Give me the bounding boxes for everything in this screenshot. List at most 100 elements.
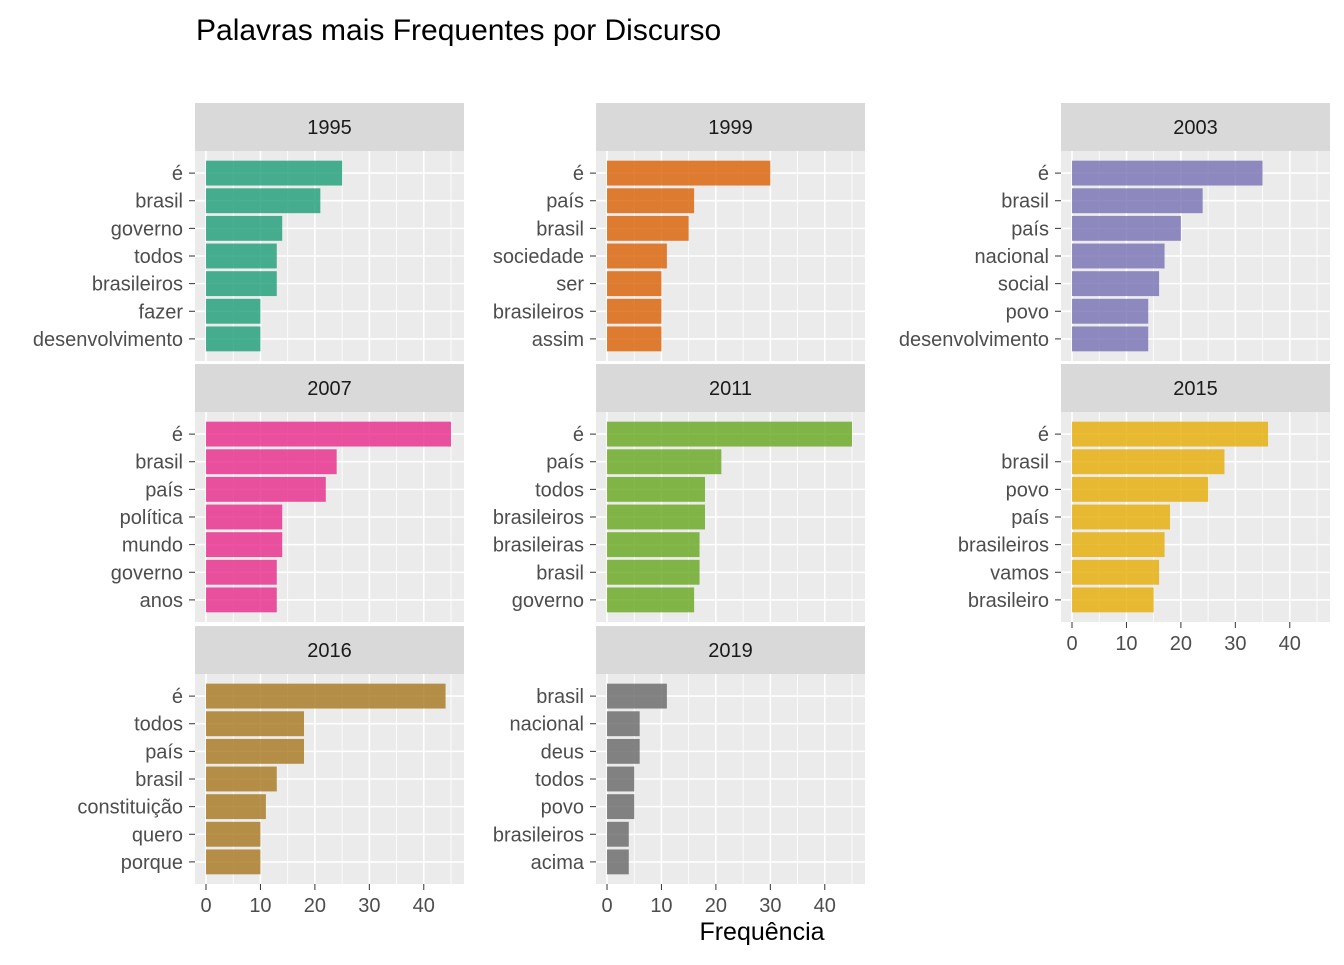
panel-2003: 2003 é brasil país nacional social povo desenvo… — [899, 103, 1330, 361]
category-label: acima — [531, 852, 585, 874]
bar-2015-povo — [1072, 476, 1209, 502]
category-label: brasileiros — [958, 535, 1049, 557]
category-label: fazer — [139, 301, 184, 323]
category-label: todos — [535, 479, 584, 501]
panel-1995: 1995 é brasil governo todos brasileiros fazer d… — [33, 103, 464, 361]
bar-1999-ser — [607, 271, 662, 297]
bar-2007-política — [206, 504, 283, 530]
bar-2003-brasil — [1072, 188, 1203, 214]
panel-2015: 2015 é brasil povo país brasileiros vamos brasi… — [958, 364, 1330, 655]
panel-strip — [596, 364, 865, 412]
panel-2007: 2007 é brasil país política mundo governo anos — [111, 364, 464, 622]
x-tick-label: 40 — [413, 895, 435, 917]
category-label: ser — [556, 274, 584, 296]
category-label: é — [172, 686, 183, 708]
bar-2016-quero — [206, 821, 261, 847]
bar-2011-é — [607, 421, 852, 447]
category-label: é — [172, 163, 183, 185]
category-label: povo — [541, 797, 584, 819]
bar-2015-vamos — [1072, 559, 1160, 585]
bar-2016-país — [206, 738, 304, 764]
category-label: governo — [111, 218, 183, 240]
category-label: país — [546, 452, 584, 474]
category-label: quero — [132, 824, 183, 846]
category-label: desenvolvimento — [33, 329, 183, 351]
category-label: brasil — [135, 191, 183, 213]
category-label: anos — [140, 590, 183, 612]
x-tick-label: 20 — [304, 895, 326, 917]
category-label: brasil — [1001, 191, 1049, 213]
bar-2003-nacional — [1072, 243, 1165, 269]
bar-2015-país — [1072, 504, 1170, 530]
bar-2011-todos — [607, 476, 705, 502]
bar-2015-brasil — [1072, 449, 1225, 475]
category-label: governo — [111, 562, 183, 584]
panel-strip — [1061, 364, 1330, 412]
bar-2019-brasil — [607, 683, 667, 709]
bar-2019-brasileiros — [607, 821, 629, 847]
bar-1999-assim — [607, 326, 662, 352]
bar-2019-deus — [607, 738, 640, 764]
bar-2016-é — [206, 683, 446, 709]
category-label: governo — [512, 590, 584, 612]
bar-2019-nacional — [607, 711, 640, 737]
category-label: constituição — [77, 797, 183, 819]
bar-2015-brasileiros — [1072, 532, 1165, 558]
bar-2011-brasileiras — [607, 532, 700, 558]
bar-2011-brasileiros — [607, 504, 705, 530]
bar-1999-brasileiros — [607, 298, 662, 324]
bar-2016-brasil — [206, 766, 277, 792]
x-tick-label: 20 — [1170, 633, 1192, 655]
category-label: deus — [541, 741, 584, 763]
panel-strip-label: 2019 — [708, 640, 753, 662]
bar-2015-é — [1072, 421, 1268, 447]
category-label: nacional — [509, 714, 584, 736]
panel-strip — [596, 103, 865, 151]
category-label: todos — [134, 714, 183, 736]
bar-2016-porque — [206, 849, 261, 875]
bar-2016-constituição — [206, 794, 266, 820]
category-label: brasil — [135, 769, 183, 791]
bar-2007-governo — [206, 559, 277, 585]
bar-2003-povo — [1072, 298, 1149, 324]
category-label: brasil — [536, 686, 584, 708]
category-label: todos — [134, 246, 183, 268]
bar-1995-é — [206, 160, 343, 186]
bar-2003-país — [1072, 215, 1181, 241]
category-label: nacional — [974, 246, 1049, 268]
panel-strip-label: 1999 — [708, 117, 753, 139]
bar-1995-governo — [206, 215, 283, 241]
panels-layer: 1995 é brasil governo todos brasileiros fazer d… — [33, 103, 1330, 917]
chart-title: Palavras mais Frequentes por Discurso — [196, 14, 721, 47]
x-tick-label: 30 — [358, 895, 380, 917]
panel-strip-label: 2007 — [307, 378, 352, 400]
x-tick-label: 40 — [1279, 633, 1301, 655]
category-label: mundo — [122, 535, 183, 557]
x-tick-label: 0 — [601, 895, 612, 917]
category-label: política — [120, 507, 184, 529]
category-label: brasileiros — [493, 301, 584, 323]
panel-strip-label: 2003 — [1173, 117, 1218, 139]
panel-strip-label: 2016 — [307, 640, 352, 662]
bar-2007-país — [206, 476, 326, 502]
bar-2011-governo — [607, 587, 695, 613]
bar-1995-brasil — [206, 188, 321, 214]
x-axis-title: Frequência — [699, 918, 824, 946]
x-tick-label: 30 — [759, 895, 781, 917]
x-tick-label: 0 — [1066, 633, 1077, 655]
x-tick-label: 20 — [705, 895, 727, 917]
category-label: brasil — [1001, 452, 1049, 474]
category-label: brasil — [135, 452, 183, 474]
panel-2016: 2016 é todos país brasil constituição quero por… — [77, 626, 464, 917]
panel-strip — [1061, 103, 1330, 151]
bar-1995-todos — [206, 243, 277, 269]
bar-2007-brasil — [206, 449, 337, 475]
bar-2007-anos — [206, 587, 277, 613]
category-label: brasileiros — [493, 507, 584, 529]
category-label: porque — [121, 852, 183, 874]
category-label: povo — [1006, 301, 1049, 323]
panel-2011: 2011 é país todos brasileiros brasileiras bras… — [493, 364, 865, 622]
panel-strip — [195, 364, 464, 412]
panel-strip — [195, 626, 464, 674]
